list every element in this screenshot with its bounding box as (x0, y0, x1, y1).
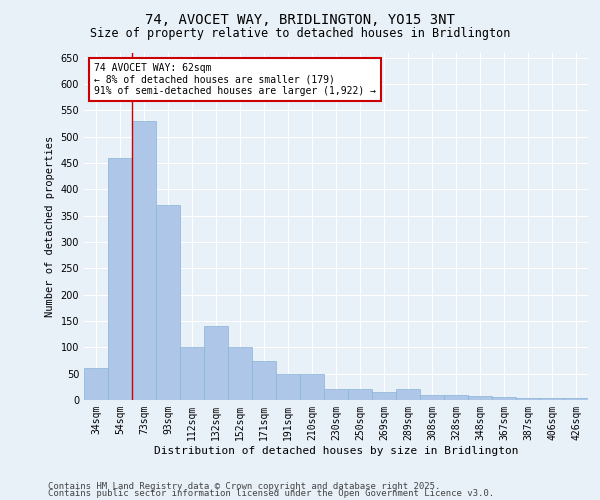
Bar (444, 394, 468, 400)
Bar (324, 390, 348, 400)
Bar (84, 368, 108, 400)
Text: 74 AVOCET WAY: 62sqm
← 8% of detached houses are smaller (179)
91% of semi-detac: 74 AVOCET WAY: 62sqm ← 8% of detached ho… (94, 63, 376, 96)
Bar (468, 396, 492, 400)
Bar (396, 390, 420, 400)
Bar (372, 392, 396, 400)
Bar (276, 374, 300, 400)
Bar (228, 348, 252, 400)
Bar (420, 394, 444, 400)
Bar (564, 398, 588, 400)
Text: Contains public sector information licensed under the Open Government Licence v3: Contains public sector information licen… (48, 490, 494, 498)
Y-axis label: Number of detached properties: Number of detached properties (45, 136, 55, 317)
Bar (204, 326, 228, 400)
Text: 74, AVOCET WAY, BRIDLINGTON, YO15 3NT: 74, AVOCET WAY, BRIDLINGTON, YO15 3NT (145, 12, 455, 26)
Bar (300, 374, 324, 400)
Bar (108, 158, 132, 400)
Bar (516, 398, 540, 400)
Bar (252, 360, 276, 400)
Bar (540, 398, 564, 400)
Bar (132, 121, 156, 400)
X-axis label: Distribution of detached houses by size in Bridlington: Distribution of detached houses by size … (154, 446, 518, 456)
Bar (492, 398, 516, 400)
Text: Contains HM Land Registry data © Crown copyright and database right 2025.: Contains HM Land Registry data © Crown c… (48, 482, 440, 491)
Bar (180, 348, 204, 400)
Bar (348, 390, 372, 400)
Text: Size of property relative to detached houses in Bridlington: Size of property relative to detached ho… (90, 28, 510, 40)
Bar (156, 205, 180, 400)
